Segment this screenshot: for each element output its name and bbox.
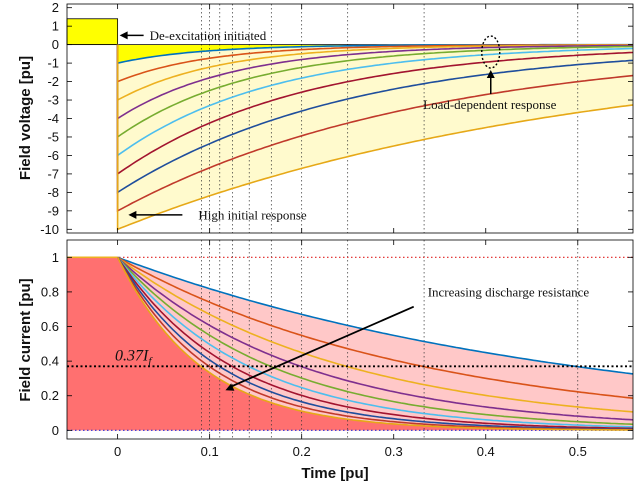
- current-y-tick-label: 0.8: [41, 284, 59, 299]
- reference-level-label-main: 0.37I: [115, 347, 149, 364]
- discharge-arrowhead: [225, 383, 235, 391]
- discharge-arrow: [229, 305, 415, 389]
- voltage-range-area: [117, 44, 634, 230]
- voltage-series-line: [116, 44, 634, 194]
- voltage-band: [117, 44, 634, 64]
- voltage-y-tick-label: -6: [47, 148, 59, 163]
- load-dependent-annotation: Load-dependent response: [423, 97, 556, 112]
- voltage-y-tick-label: -7: [47, 166, 59, 181]
- current-plot-frame: [66, 239, 634, 440]
- voltage-y-tick-label: -4: [47, 111, 59, 126]
- voltage-y-tick-label: 0: [52, 37, 59, 52]
- voltage-y-tick-label: -10: [40, 222, 59, 237]
- current-series-line: [116, 256, 634, 430]
- current-series-line: [117, 256, 634, 375]
- discharge-annotation: Increasing discharge resistance: [428, 285, 590, 300]
- deexcitation-annotation: De-excitation initiated: [150, 28, 267, 43]
- voltage-plot-frame: [66, 3, 634, 234]
- reference-level-label-sub: f: [148, 355, 153, 367]
- current-series-line: [116, 256, 633, 431]
- current-series-line: [117, 256, 634, 426]
- voltage-series-line: [116, 44, 634, 213]
- load-dependent-ellipse: [481, 35, 501, 69]
- voltage-y-tick-label: -5: [47, 129, 59, 144]
- voltage-y-tick-label: -3: [47, 93, 59, 108]
- reference-level-label: 0.37If: [115, 347, 153, 367]
- x-tick-label: 0.2: [293, 444, 311, 459]
- current-series-line: [116, 256, 633, 430]
- current-y-tick-label: 1: [52, 250, 59, 265]
- current-series-line: [117, 256, 634, 399]
- x-tick-label: 0.4: [477, 444, 495, 459]
- voltage-y-axis-label: Field voltage [pu]: [17, 56, 34, 180]
- voltage-y-tick-label: -8: [47, 185, 59, 200]
- current-series-line: [117, 256, 634, 413]
- voltage-y-tick-label: 1: [52, 19, 59, 34]
- current-y-tick-label: 0.4: [41, 354, 59, 369]
- voltage-series-line: [116, 44, 633, 102]
- current-panel: 0.37If 0 0.2 0.4 0.6 0.8 1 0 0.1 0.2 0.3 0.4 0.5 In…: [41, 239, 634, 459]
- x-tick-label: 0.1: [201, 444, 219, 459]
- high-response-annotation: High initial response: [198, 207, 307, 222]
- high-response-arrowhead: [128, 210, 137, 219]
- load-dependent-arrowhead: [486, 70, 495, 79]
- x-axis-label: Time [pu]: [301, 465, 368, 482]
- voltage-series-line: [116, 44, 633, 120]
- current-y-tick-label: 0: [52, 423, 59, 438]
- current-y-axis-label: Field current [pu]: [17, 278, 34, 401]
- voltage-y-tick-label: -9: [47, 203, 59, 218]
- current-series-line: [116, 256, 634, 428]
- deexcitation-arrowhead: [119, 31, 128, 40]
- voltage-y-tick-label: -1: [47, 56, 59, 71]
- pre-step-block: [66, 18, 119, 46]
- current-y-tick-label: 0.6: [41, 319, 59, 334]
- voltage-series-line: [116, 44, 634, 176]
- current-area: [67, 257, 633, 431]
- current-y-tick-label: 0.2: [41, 388, 59, 403]
- x-tick-label: 0: [114, 444, 121, 459]
- voltage-y-tick-label: -2: [47, 74, 59, 89]
- voltage-series-line: [116, 44, 633, 139]
- x-tick-label: 0.5: [569, 444, 587, 459]
- x-tick-label: 0.3: [385, 444, 403, 459]
- current-series-line: [117, 256, 634, 421]
- voltage-series-line: [116, 44, 634, 157]
- voltage-series-line: [116, 44, 634, 231]
- voltage-y-tick-label: 2: [52, 0, 59, 15]
